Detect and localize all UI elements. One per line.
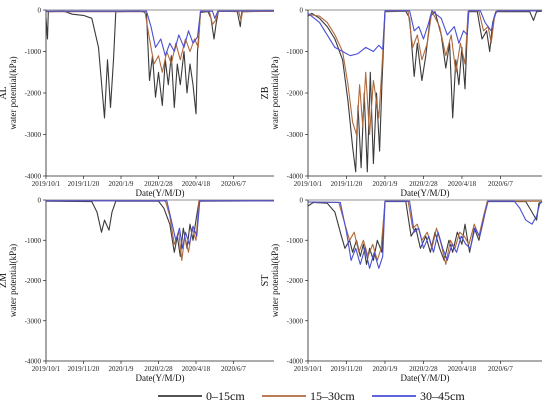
x-tick-label: 2019/11/20 [68, 365, 100, 373]
x-tick-label: 2020/4/18 [182, 365, 211, 373]
y-tick-label: -1000 [287, 48, 304, 56]
y-tick-label: -3000 [25, 317, 42, 325]
y-tick-label: 0 [38, 7, 42, 15]
x-axis-title: Date(Y/M/D) [136, 373, 185, 383]
series-line-30-45cm [307, 10, 542, 57]
y-tick-label: -3000 [287, 317, 304, 325]
y-tick-label: -1000 [25, 48, 42, 56]
series-line-30-45cm [46, 200, 274, 249]
x-tick-label: 2019/10/1 [294, 180, 323, 188]
legend-label-15-30cm: 15–30cm [310, 389, 355, 403]
x-tick-label: 2020/1/9 [373, 365, 398, 373]
y-tick-label: -4000 [25, 358, 42, 366]
x-tick-label: 2019/10/1 [294, 365, 323, 373]
site-label: ZM [0, 273, 9, 288]
x-tick-label: 2020/6/7 [488, 365, 513, 373]
x-tick-label: 2020/2/28 [144, 180, 173, 188]
y-tick-label: 0 [38, 197, 42, 205]
y-tick-label: -1000 [25, 237, 42, 245]
site-label: ZB [260, 86, 271, 99]
series-line-0-15cm [45, 200, 275, 257]
y-tick-label: -2000 [287, 90, 304, 98]
x-tick-label: 2019/11/20 [331, 365, 363, 373]
site-label: ST [260, 275, 271, 287]
x-tick-label: 2019/11/20 [68, 180, 100, 188]
x-tick-label: 2020/4/18 [182, 180, 211, 188]
legend: 0–15cm 15–30cm 30–45cm [158, 389, 465, 403]
x-tick-label: 2020/4/18 [448, 365, 477, 373]
x-tick-label: 2019/10/1 [32, 365, 61, 373]
x-tick-label: 2020/1/9 [109, 180, 134, 188]
y-tick-label: -2000 [25, 277, 42, 285]
y-tick-label: -2000 [25, 90, 42, 98]
y-tick-label: -4000 [287, 358, 304, 366]
y-tick-label: -2000 [287, 277, 304, 285]
series-line-30-45cm [46, 10, 275, 57]
y-axis-title: water potential(kPa) [8, 244, 18, 317]
y-tick-label: -4000 [25, 173, 42, 181]
x-tick-label: 2020/6/7 [221, 365, 246, 373]
y-tick-label: -4000 [287, 173, 304, 181]
x-tick-label: 2019/11/20 [331, 180, 363, 188]
x-tick-label: 2020/2/28 [144, 365, 173, 373]
y-axis-title: water potential(kPa) [270, 56, 280, 129]
series-line-0-15cm [307, 10, 543, 173]
x-axis-title: Date(Y/M/D) [401, 188, 450, 198]
series-line-15-30cm [46, 10, 275, 73]
series-line-15-30cm [307, 10, 543, 136]
x-tick-label: 2020/1/9 [109, 365, 134, 373]
y-tick-label: 0 [300, 7, 304, 15]
x-tick-label: 2020/2/28 [409, 180, 438, 188]
y-tick-label: -3000 [25, 131, 42, 139]
x-axis-title: Date(Y/M/D) [401, 373, 450, 383]
x-tick-label: 2020/6/7 [221, 180, 246, 188]
series-line-0-15cm [307, 201, 543, 265]
y-tick-label: -1000 [287, 237, 304, 245]
x-tick-label: 2020/6/7 [488, 180, 513, 188]
x-tick-label: 2019/10/1 [32, 180, 61, 188]
x-axis-title: Date(Y/M/D) [136, 188, 185, 198]
series-line-30-45cm [307, 200, 543, 269]
legend-label-30-45cm: 30–45cm [420, 389, 465, 403]
y-tick-label: -3000 [287, 131, 304, 139]
series-line-15-30cm [46, 200, 274, 261]
x-tick-label: 2020/2/28 [409, 365, 438, 373]
x-tick-label: 2020/1/9 [373, 180, 398, 188]
y-tick-label: 0 [300, 197, 304, 205]
legend-label-0-15cm: 0–15cm [206, 389, 245, 403]
site-label: AL [0, 86, 9, 99]
y-axis-title: water potential(kPa) [8, 56, 18, 129]
series-line-0-15cm [45, 10, 275, 119]
x-tick-label: 2020/4/18 [448, 180, 477, 188]
y-axis-title: water potential(kPa) [270, 244, 280, 317]
series-line-15-30cm [307, 200, 542, 265]
